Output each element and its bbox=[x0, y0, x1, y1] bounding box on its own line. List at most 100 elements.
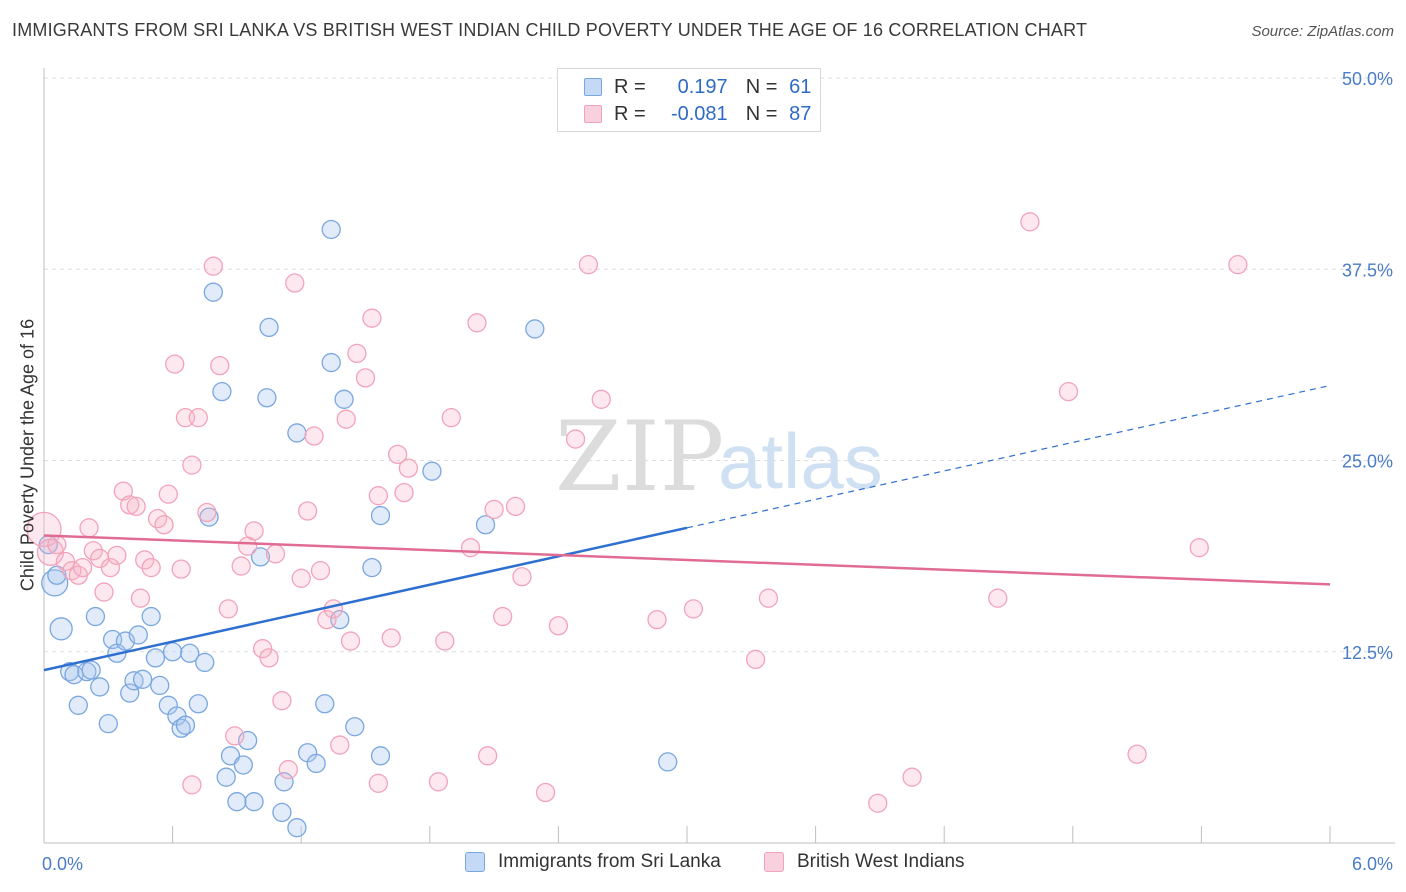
series-legend-sri-lanka: Immigrants from Sri Lanka bbox=[465, 851, 721, 873]
point-sri-lanka bbox=[475, 515, 496, 535]
point-british-west-indian bbox=[988, 588, 1008, 608]
point-sri-lanka bbox=[362, 557, 382, 578]
x-tick-label-max: 6.0% bbox=[1352, 854, 1393, 874]
point-british-west-indian bbox=[1127, 744, 1147, 764]
point-sri-lanka bbox=[315, 694, 335, 714]
point-british-west-indian bbox=[478, 746, 498, 766]
point-british-west-indian bbox=[182, 775, 202, 795]
legend-swatch-blue bbox=[584, 78, 602, 96]
point-sri-lanka bbox=[244, 792, 264, 812]
point-sri-lanka bbox=[128, 625, 148, 645]
point-british-west-indian bbox=[272, 691, 292, 711]
point-sri-lanka bbox=[212, 381, 232, 402]
point-british-west-indian bbox=[493, 606, 513, 627]
point-british-west-indian bbox=[591, 389, 611, 409]
point-british-west-indian bbox=[683, 599, 704, 619]
legend-n-value: 87 bbox=[789, 102, 812, 125]
point-british-west-indian bbox=[188, 408, 208, 428]
point-british-west-indian bbox=[154, 515, 174, 535]
point-sri-lanka bbox=[287, 423, 307, 443]
legend-swatch-pink bbox=[584, 105, 602, 123]
point-sri-lanka bbox=[233, 755, 253, 775]
y-axis-label: Child Poverty Under the Age of 16 bbox=[17, 318, 38, 592]
point-british-west-indian bbox=[387, 444, 408, 465]
trend-lines bbox=[43, 384, 1331, 672]
point-british-west-indian bbox=[578, 255, 599, 275]
point-british-west-indian bbox=[441, 408, 461, 428]
series-swatch-blue bbox=[465, 852, 485, 872]
point-british-west-indian bbox=[317, 609, 337, 630]
point-british-west-indian bbox=[218, 599, 238, 619]
point-british-west-indian bbox=[1020, 212, 1040, 232]
legend-r-value: -0.081 bbox=[670, 102, 728, 125]
point-sri-lanka bbox=[132, 669, 153, 689]
point-sri-lanka bbox=[195, 652, 215, 673]
legend-r-label: R = bbox=[614, 102, 646, 125]
point-british-west-indian bbox=[171, 559, 191, 579]
point-sri-lanka bbox=[525, 319, 545, 339]
point-british-west-indian bbox=[362, 308, 382, 328]
point-british-west-indian bbox=[355, 368, 376, 388]
y-tick-label: 25.0% bbox=[1342, 452, 1393, 472]
point-british-west-indian bbox=[1228, 255, 1248, 275]
point-british-west-indian bbox=[79, 518, 99, 538]
point-british-west-indian bbox=[259, 648, 279, 668]
point-british-west-indian bbox=[225, 726, 245, 746]
y-tick-label: 12.5% bbox=[1342, 643, 1393, 663]
point-british-west-indian bbox=[285, 273, 305, 293]
point-british-west-indian bbox=[902, 767, 922, 787]
point-british-west-indian bbox=[244, 521, 264, 541]
point-british-west-indian bbox=[435, 631, 455, 651]
point-sri-lanka bbox=[145, 648, 166, 668]
point-british-west-indian bbox=[868, 793, 888, 813]
point-british-west-indian bbox=[381, 628, 401, 648]
point-sri-lanka bbox=[90, 677, 110, 697]
series-legend-label: Immigrants from Sri Lanka bbox=[498, 851, 721, 872]
point-british-west-indian bbox=[291, 568, 311, 588]
point-sri-lanka bbox=[658, 752, 678, 772]
series-swatch-pink bbox=[764, 852, 784, 872]
point-british-west-indian bbox=[460, 538, 481, 558]
point-british-west-indian bbox=[197, 502, 217, 523]
point-british-west-indian bbox=[94, 582, 114, 602]
point-british-west-indian bbox=[100, 557, 121, 578]
chart-title: IMMIGRANTS FROM SRI LANKA VS BRITISH WES… bbox=[12, 20, 1088, 40]
point-sri-lanka bbox=[257, 388, 277, 408]
point-sri-lanka bbox=[334, 389, 354, 409]
point-sri-lanka bbox=[98, 714, 118, 734]
point-sri-lanka bbox=[306, 753, 326, 774]
point-british-west-indian bbox=[398, 458, 419, 478]
point-british-west-indian bbox=[210, 355, 230, 376]
series-legend-label: British West Indians bbox=[797, 851, 965, 872]
point-sri-lanka bbox=[287, 818, 307, 838]
point-sri-lanka bbox=[216, 767, 236, 787]
point-british-west-indian bbox=[323, 599, 344, 619]
point-british-west-indian bbox=[135, 550, 155, 570]
watermark-atlas: atlas bbox=[718, 417, 883, 505]
point-sri-lanka bbox=[85, 606, 106, 627]
point-british-west-indian bbox=[26, 511, 62, 547]
series-legend: Immigrants from Sri Lanka British West I… bbox=[0, 851, 1406, 879]
point-british-west-indian bbox=[265, 544, 286, 564]
point-british-west-indian bbox=[428, 772, 449, 792]
point-sri-lanka bbox=[250, 547, 271, 567]
watermark: ZIP atlas bbox=[555, 401, 883, 513]
point-british-west-indian bbox=[72, 557, 93, 578]
point-british-west-indian bbox=[484, 499, 504, 520]
point-british-west-indian bbox=[368, 486, 389, 506]
point-sri-lanka bbox=[49, 617, 73, 641]
watermark-zip: ZIP bbox=[555, 401, 724, 513]
axes bbox=[43, 68, 1395, 844]
point-british-west-indian bbox=[548, 616, 569, 636]
point-sri-lanka bbox=[150, 675, 170, 696]
point-sri-lanka bbox=[259, 317, 279, 338]
point-british-west-indian bbox=[340, 631, 361, 651]
point-sri-lanka bbox=[162, 642, 183, 662]
point-sri-lanka bbox=[227, 792, 247, 812]
point-british-west-indian bbox=[565, 429, 586, 449]
point-sri-lanka bbox=[321, 352, 341, 373]
point-sri-lanka bbox=[180, 643, 200, 663]
point-british-west-indian bbox=[107, 545, 127, 566]
point-sri-lanka bbox=[141, 606, 161, 627]
legend-n-label: N = bbox=[745, 102, 778, 125]
